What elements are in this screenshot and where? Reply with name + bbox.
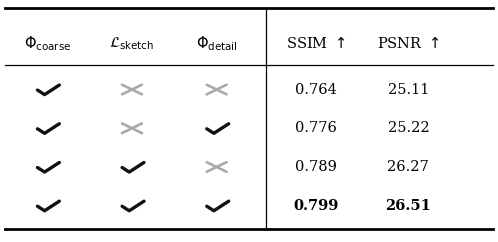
Text: 0.764: 0.764 [295,83,337,97]
Text: 0.789: 0.789 [295,160,337,174]
Text: 26.51: 26.51 [385,199,431,213]
Text: 0.776: 0.776 [295,121,337,135]
Text: 26.27: 26.27 [387,160,429,174]
Text: 25.11: 25.11 [387,83,429,97]
Text: SSIM $\uparrow$: SSIM $\uparrow$ [286,36,346,51]
Text: 25.22: 25.22 [387,121,429,135]
Text: 0.799: 0.799 [293,199,339,213]
Text: $\Phi_{\mathrm{detail}}$: $\Phi_{\mathrm{detail}}$ [196,34,238,53]
Text: PSNR $\uparrow$: PSNR $\uparrow$ [377,36,440,51]
Text: $\Phi_{\mathrm{coarse}}$: $\Phi_{\mathrm{coarse}}$ [24,34,71,53]
Text: $\mathcal{L}_{\mathrm{sketch}}$: $\mathcal{L}_{\mathrm{sketch}}$ [110,35,154,52]
